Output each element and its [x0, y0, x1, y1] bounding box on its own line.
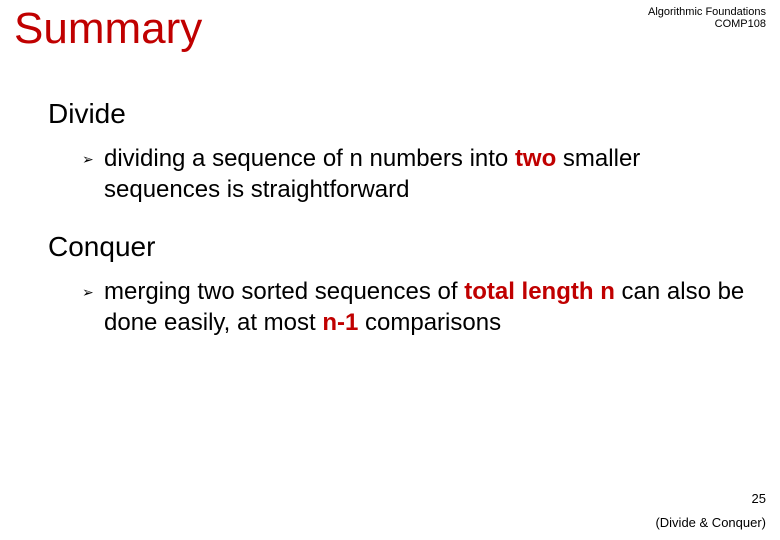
bullet-item: ➢ merging two sorted sequences of total … [82, 277, 760, 338]
bullet-item: ➢ dividing a sequence of n numbers into … [82, 144, 760, 205]
course-title: Algorithmic Foundations [648, 6, 766, 18]
bullet-text: dividing a sequence of n numbers into tw… [104, 144, 760, 205]
emphasis-text: total length n [464, 278, 615, 305]
bullet-block: ➢ dividing a sequence of n numbers into … [82, 144, 760, 205]
emphasis-text: n-1 [322, 309, 358, 336]
bullet-text: merging two sorted sequences of total le… [104, 277, 760, 338]
course-code: COMP108 [648, 18, 766, 30]
page-number: 25 [752, 491, 766, 506]
footer-note: (Divide & Conquer) [655, 515, 766, 530]
chevron-right-icon: ➢ [82, 151, 100, 168]
chevron-right-icon: ➢ [82, 284, 100, 301]
course-header: Algorithmic Foundations COMP108 [648, 6, 766, 30]
slide-title: Summary [14, 4, 202, 54]
section-heading-conquer: Conquer [48, 231, 760, 263]
emphasis-text: two [515, 145, 556, 172]
section-heading-divide: Divide [48, 98, 760, 130]
slide-content: Divide ➢ dividing a sequence of n number… [48, 98, 760, 365]
bullet-block: ➢ merging two sorted sequences of total … [82, 277, 760, 338]
